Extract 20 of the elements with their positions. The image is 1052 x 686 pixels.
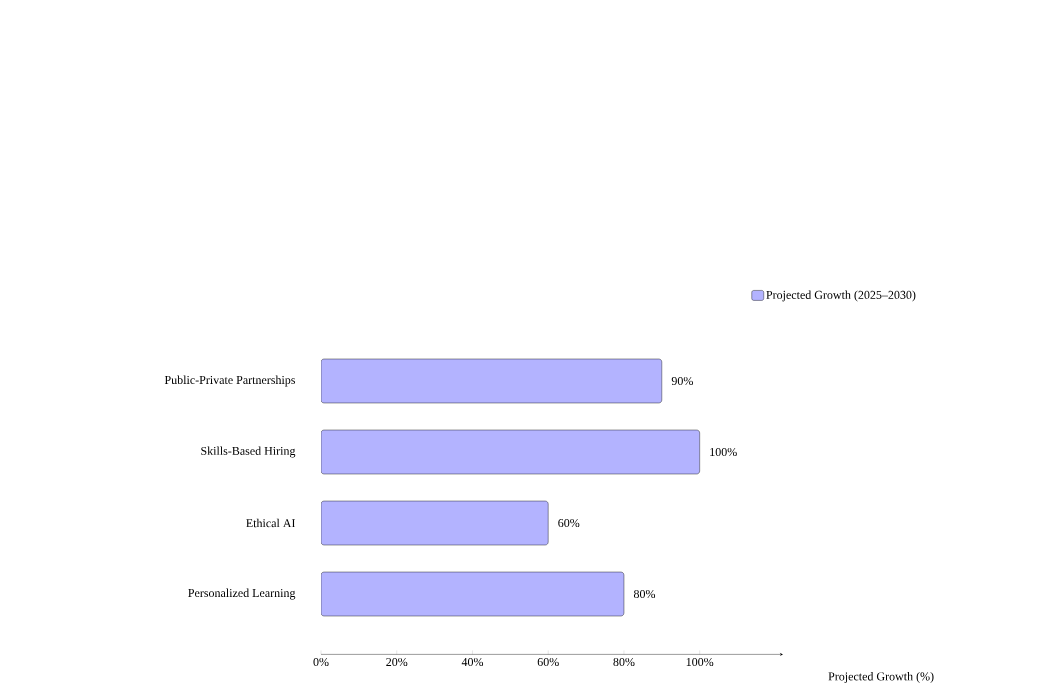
bar (321, 358, 663, 404)
x-tick-label: 60% (537, 657, 559, 666)
data-label: 80% (633, 589, 656, 598)
bar (321, 429, 700, 475)
x-tick-label: 100% (686, 657, 714, 666)
x-axis-title: Projected Growth (%) (828, 671, 934, 683)
x-tick-label: 80% (613, 657, 635, 666)
y-tick-label: Ethical AI (246, 518, 296, 528)
x-tick-label: 20% (386, 657, 408, 666)
y-tick-label: Skills-Based Hiring (201, 446, 296, 458)
bar (321, 500, 549, 546)
y-tick-label: Public-Private Partnerships (164, 375, 296, 387)
y-tick-label: Personalized Learning (188, 588, 296, 600)
bar (321, 571, 625, 617)
x-tick-label: 40% (461, 657, 484, 666)
x-tick-label: 0% (313, 657, 329, 666)
data-label: 90% (671, 376, 693, 385)
legend-label: Projected Growth (2025–2030) (766, 290, 916, 302)
data-label: 60% (558, 518, 580, 527)
data-label: 100% (710, 447, 737, 456)
